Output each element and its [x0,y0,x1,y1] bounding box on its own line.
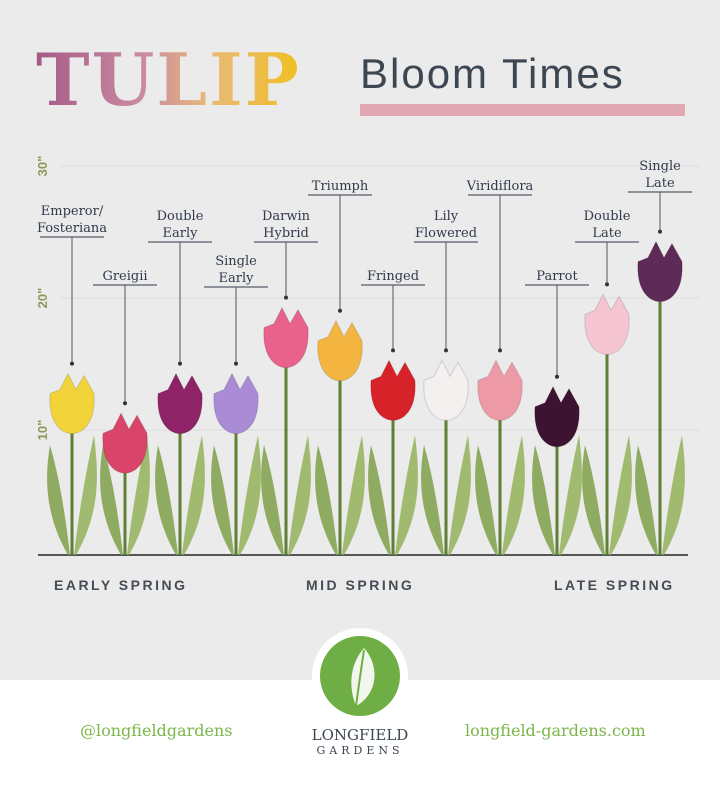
tulip-label: Emperor/ [41,204,104,219]
tulip-label: Viridiflora [466,179,534,194]
tulip-flower [637,240,683,303]
tulip-flower [49,372,95,435]
instagram-handle[interactable]: @longfieldgardens [80,721,233,740]
tulip-flower [102,412,148,474]
leaf [662,435,685,555]
leaf [448,435,471,555]
logo: LONGFIELD GARDENS [310,628,410,757]
pointer-dot [70,361,74,366]
leaf [182,435,205,555]
pointer-dot [234,361,238,366]
tulip-label: Early [219,271,255,286]
tulip-flower [584,293,630,355]
leaf [582,445,605,555]
tulip-label: Hybrid [263,226,309,241]
tulip-label: Single [639,159,681,174]
tulip-label: Single [215,254,257,269]
leaf [609,435,632,555]
pointer-dot [338,308,342,313]
tulip-label: Parrot [536,269,578,284]
leaf-icon [312,628,408,724]
tulip-label: Fosteriana [37,221,107,236]
season-late: LATE SPRING [554,577,675,593]
website-link[interactable]: longfield-gardens.com [465,721,646,740]
tulip-label: Double [157,209,204,224]
leaf [100,445,123,555]
tulip-flower [477,359,523,421]
leaf [532,445,555,555]
leaf [211,445,234,555]
leaf [421,445,444,555]
tulip-label: Double [584,209,631,224]
tulip-flower [370,359,416,421]
axis-tick-label: 20" [35,288,50,309]
title-main: TULIP [36,37,301,122]
leaf [315,445,338,555]
tulip-label: Fringed [367,269,419,284]
pointer-dot [605,282,609,287]
tulip-flower [423,359,469,421]
pointer-dot [444,348,448,353]
tulip-flower [534,385,580,448]
tulip-label: Lily [434,209,459,224]
tulip-flower [157,372,203,435]
leaf [127,435,150,555]
axis-tick-label: 10" [35,420,50,441]
leaf [155,445,178,555]
axis-tick-label: 30" [35,156,50,177]
tulip-label: Flowered [415,226,477,241]
season-mid: MID SPRING [306,577,415,593]
leaf [47,445,70,555]
pointer-dot [284,295,288,300]
leaf [288,435,311,555]
pointer-dot [178,361,182,366]
tulip-label: Greigii [102,269,147,284]
tulip-label: Early [163,226,199,241]
leaf [342,435,365,555]
pointer-dot [123,401,127,406]
tulip-flower [317,319,363,382]
tulip-chart: 10" 20" 30" Emperor/Fosteriana Greigii Double… [35,156,700,556]
tulip-label: Triumph [312,179,369,194]
tulip-label: Darwin [262,209,311,224]
leaf [559,435,582,555]
pointer-dot [555,374,559,379]
leaf [502,435,525,555]
tulip-label: Late [592,226,622,241]
tulip-label: Late [645,176,675,191]
tulip-flower [263,306,309,369]
season-early: EARLY SPRING [54,577,188,593]
title-underline [360,104,685,116]
leaf [475,445,498,555]
leaf [635,445,658,555]
pointer-dot [658,229,662,234]
leaf [368,445,391,555]
leaf [74,435,97,555]
leaf [395,435,418,555]
leaf [238,435,261,555]
pointer-dot [391,348,395,353]
leaf [261,445,284,555]
pointer-dot [498,348,502,353]
title-sub: Bloom Times [360,50,625,97]
tulip-flower [213,372,259,435]
